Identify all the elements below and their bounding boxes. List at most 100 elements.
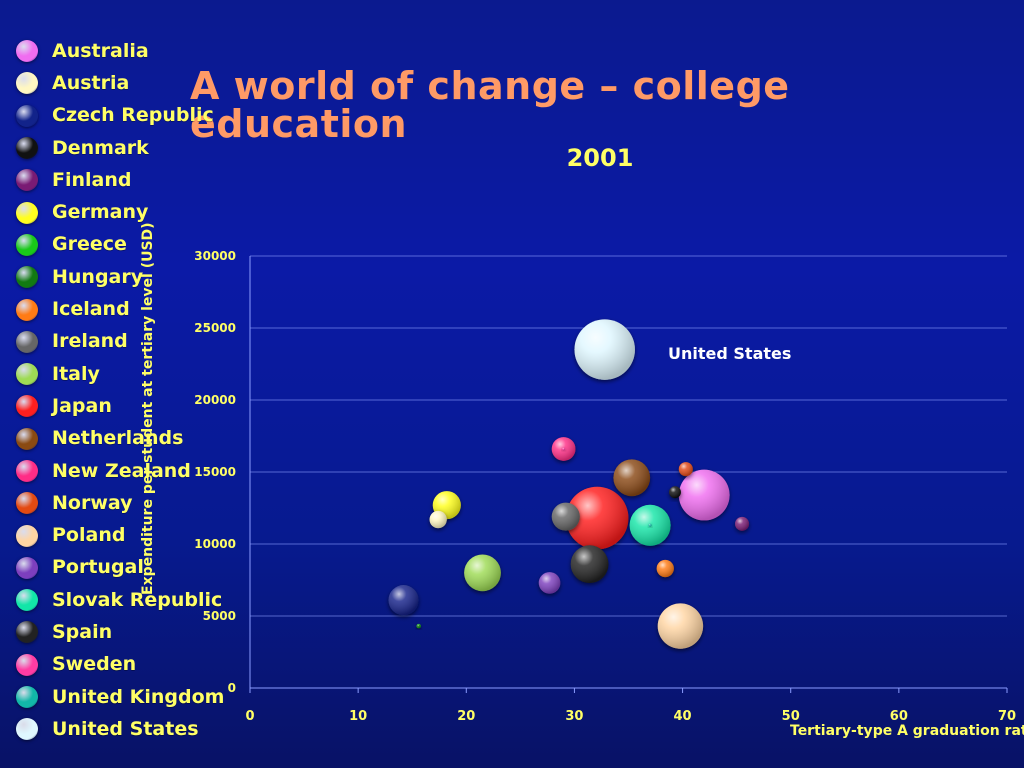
page-title: A world of change – college education [190,64,790,146]
legend-label: United Kingdom [52,685,225,708]
legend: Australia Austria Czech Republic Denmark Fin… [16,35,226,746]
bubble-highlight [669,486,681,499]
legend-swatch [16,266,38,289]
legend-swatch [16,718,38,741]
x-tick-label: 10 [349,709,367,724]
legend-label: Czech Republic [52,104,214,127]
legend-label: Norway [52,491,133,514]
bubble-hungary [417,624,421,628]
x-tick-label: 40 [674,709,692,724]
legend-item: Spain [16,616,226,648]
legend-item: Denmark [16,132,226,164]
bubble-japan [565,486,629,550]
bubble-highlight [570,545,609,584]
legend-swatch [16,589,38,612]
legend-swatch [16,427,38,450]
bubble-highlight [648,523,652,527]
legend-item: Australia [16,35,226,67]
legend-swatch [16,460,38,482]
legend-swatch [16,40,38,63]
legend-item: Norway [16,487,226,519]
bubble-highlight [657,603,704,649]
bubble-highlight [565,486,629,550]
bubble-spain [570,545,609,584]
bubble-ireland [551,502,580,531]
bubble-highlight [678,462,693,477]
x-axis-label: Tertiary-type A graduation rate [790,723,1024,739]
legend-swatch [16,492,38,515]
legend-item: Japan [16,390,226,422]
bubbles [388,319,750,649]
bubble-highlight [538,572,561,594]
bubble-finland [735,516,750,531]
legend-item: Netherlands [16,423,226,455]
legend-item: Hungary [16,261,226,293]
bubble-highlight [551,502,580,531]
legend-label: Sweden [52,653,137,676]
legend-label: Hungary [52,265,144,288]
x-tick-label: 0 [245,709,254,724]
legend-label: Slovak Republic [52,588,223,611]
bubble-highlight [735,516,750,531]
y-tick-label: 10000 [194,537,236,551]
bubble-czech-republic [388,585,419,616]
bubble-poland [657,603,704,649]
legend-swatch [16,621,38,644]
y-tick-label: 15000 [194,465,236,479]
legend-item: Greece [16,229,226,261]
legend-swatch [16,395,38,418]
bubble-portugal [538,572,561,594]
legend-item: Portugal [16,552,226,584]
legend-item: Czech Republic [16,100,226,132]
bubble-united-states [574,319,635,380]
tick-labels: 0 5000 10000 15000 20000 25000 30000 0 10 20 30 40 5… [194,249,1016,724]
chart-annotation-united-states: United States [668,344,792,363]
bubble-highlight [429,510,447,529]
legend-label: Spain [52,620,113,643]
axes [249,256,1008,693]
legend-label: Australia [52,39,149,62]
legend-label: Netherlands [52,427,184,450]
y-tick-label: 0 [228,681,236,695]
legend-swatch [16,233,38,256]
legend-label: Ireland [52,330,128,353]
y-tick-label: 5000 [203,609,236,623]
legend-item: Germany [16,196,226,228]
legend-swatch [16,556,38,579]
bubble-highlight [613,459,651,497]
legend-swatch [16,330,38,353]
bubble-netherlands [613,459,651,497]
legend-label: Austria [52,71,130,94]
legend-item: Austria [16,67,226,99]
bubble-highlight [388,585,419,616]
legend-label: Finland [52,168,132,191]
legend-swatch [16,653,38,676]
bubble-highlight [678,469,730,521]
legend-label: Portugal [52,556,144,579]
bubble-united-kingdom [648,523,652,527]
y-tick-label: 20000 [194,393,236,407]
legend-label: Denmark [52,136,149,159]
legend-item: United States [16,713,226,745]
x-tick-label: 70 [998,709,1016,724]
legend-item: Ireland [16,326,226,358]
y-tick-label: 30000 [194,249,236,263]
bubble-sweden [562,447,566,451]
legend-label: Greece [52,233,127,256]
bubble-australia [678,469,730,521]
bubble-highlight [562,447,566,451]
legend-swatch [16,686,38,709]
legend-label: United States [52,717,199,740]
bubble-norway [678,462,693,477]
bubble-italy [464,554,501,592]
legend-label: Iceland [52,298,130,321]
legend-swatch [16,104,38,127]
chart-year: 2001 [566,144,634,172]
legend-swatch [16,201,38,224]
legend-swatch [16,169,38,192]
x-tick-label: 20 [457,709,475,724]
x-tick-label: 60 [890,709,908,724]
legend-item: Poland [16,519,226,551]
legend-item: Italy [16,358,226,390]
